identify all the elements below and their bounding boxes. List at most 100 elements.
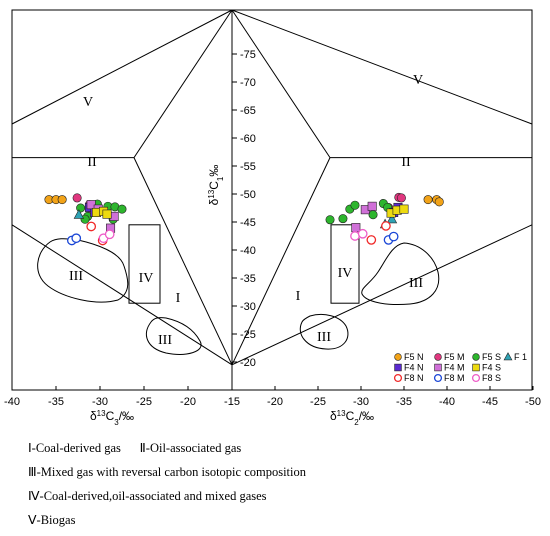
x-left-tick-label: -25 (136, 396, 152, 408)
point-left-f4-s (102, 209, 112, 219)
x-right-tick-label: -25 (310, 396, 326, 408)
x-right-tick-label: -20 (267, 396, 283, 408)
legend-marker-f8-s (471, 373, 481, 383)
right-diagonal-lower (231, 157, 331, 366)
x-right-tick-label: -45 (482, 396, 498, 408)
x-left-tick-label: -30 (92, 396, 108, 408)
region-iv-left-box (128, 224, 161, 304)
region-iii-right-upper (361, 242, 440, 305)
legend-marker-f5-s (472, 353, 480, 361)
x-left-axis-label-part: δ (90, 409, 97, 423)
legend-label: F5 N (404, 352, 424, 362)
x-left-tick-label: -20 (180, 396, 196, 408)
y-axis-label-part: ‰ (207, 165, 221, 177)
point-right-f4-m (367, 201, 377, 211)
region-label-ii-right: II (401, 155, 411, 170)
region-iii-left-lower (146, 317, 202, 355)
x-left-tick-label: -35 (48, 396, 64, 408)
x-left-axis-label-part: 3 (114, 418, 119, 427)
region-label-v-left: V (83, 95, 93, 110)
legend-marker-f-1 (503, 352, 513, 361)
y-tick-label: -40 (240, 245, 256, 257)
x-left-axis-label: δ13C3/‰ (90, 409, 134, 427)
legend-label: F4 N (404, 363, 424, 373)
region-label-i-right: I (296, 289, 301, 304)
y-tick-label: -70 (240, 77, 256, 89)
legend-marker-f4-m (434, 363, 442, 372)
point-right-f-1 (386, 213, 398, 224)
left-diagonal-upper (133, 9, 233, 158)
legend-marker-f4-s (472, 363, 480, 372)
legend-marker-f5-m (434, 353, 442, 361)
left-diagonal-lower (133, 157, 233, 366)
point-left-f5-m (72, 193, 82, 203)
legend-marker-f8-m (433, 373, 443, 383)
point-left-f8-n (86, 221, 97, 232)
point-left-f5-s (117, 204, 127, 214)
y-tick-label: -65 (240, 105, 256, 117)
point-left-f5-s (76, 203, 86, 213)
region-label-v-right: V (413, 73, 423, 88)
point-left-f-1 (73, 209, 85, 219)
legend-label: F4 M (444, 363, 465, 373)
y-tick-label: -35 (240, 273, 256, 285)
genetic-type-notes: Ⅰ-Coal-derived gas Ⅱ-Oil-associated gas … (28, 440, 528, 536)
point-right-f5-s (325, 215, 335, 225)
point-left-f5-n (57, 195, 67, 205)
region-label-iii-right-upper: III (409, 276, 423, 291)
point-right-f8-m (388, 231, 399, 242)
legend-label: F 1 (514, 352, 527, 362)
region-label-i-left: I (176, 291, 181, 306)
legend-label: F5 S (482, 352, 501, 362)
x-right-axis-label: δ13C2/‰ (330, 409, 374, 427)
point-right-f8-n (366, 235, 377, 245)
right-top-diagonal (231, 9, 533, 125)
note-type-iv: Ⅳ-Coal-derived,oil-associated and mixed … (28, 489, 267, 503)
point-right-f8-s (357, 228, 368, 239)
point-right-f8-n (381, 221, 391, 231)
point-right-f5-n (423, 195, 433, 205)
y-axis-label-part: 1 (216, 176, 225, 181)
region-iv-right-box (330, 224, 360, 304)
legend-label: F8 M (444, 373, 465, 383)
note-type-i-ii: Ⅰ-Coal-derived gas Ⅱ-Oil-associated gas (28, 441, 242, 455)
legend-label: F8 N (404, 373, 424, 383)
region-label-ii-left: II (87, 155, 97, 170)
point-right-f5-s (338, 214, 348, 224)
y-axis-label-part: C (207, 181, 221, 190)
region-label-iii-right-lower: III (317, 330, 331, 345)
point-right-f5-s (368, 210, 378, 220)
point-right-f4-m (351, 223, 361, 233)
x-left-tick-label: -15 (224, 396, 240, 408)
region-label-iii-left-upper: III (69, 269, 83, 284)
y-tick-label: -55 (240, 161, 256, 173)
region-label-iv-right: IV (338, 266, 353, 281)
x-right-tick-label: -50 (525, 396, 541, 408)
y-tick-label: -20 (240, 357, 256, 369)
x-right-axis-label-part: /‰ (359, 409, 374, 423)
y-tick-label: -50 (240, 189, 256, 201)
left-top-diagonal (11, 9, 233, 125)
point-right-f4-s (399, 204, 409, 214)
region-label-iii-left-lower: III (158, 333, 172, 348)
y-tick-label: -60 (240, 133, 256, 145)
x-right-axis-label-part: 13 (337, 409, 346, 418)
point-left-f8-m (71, 233, 82, 244)
point-right-f8-s (350, 231, 360, 241)
right-boundary-line (231, 224, 533, 366)
y-axis-label: δ13C1‰ (207, 165, 225, 206)
region-iii-right-lower (299, 313, 349, 350)
note-type-v: Ⅴ-Biogas (28, 513, 76, 527)
x-right-tick-label: -35 (396, 396, 412, 408)
left-boundary-line (11, 224, 233, 366)
point-left-f8-s (104, 229, 115, 240)
legend-marker-f8-n (393, 373, 403, 383)
point-right-f5-s (350, 200, 360, 210)
legend-label: F5 M (444, 352, 465, 362)
y-tick-label: -25 (240, 329, 256, 341)
y-tick-label: -45 (240, 217, 256, 229)
y-axis-label-part: δ (207, 198, 221, 205)
legend-marker-f4-n (394, 363, 402, 372)
